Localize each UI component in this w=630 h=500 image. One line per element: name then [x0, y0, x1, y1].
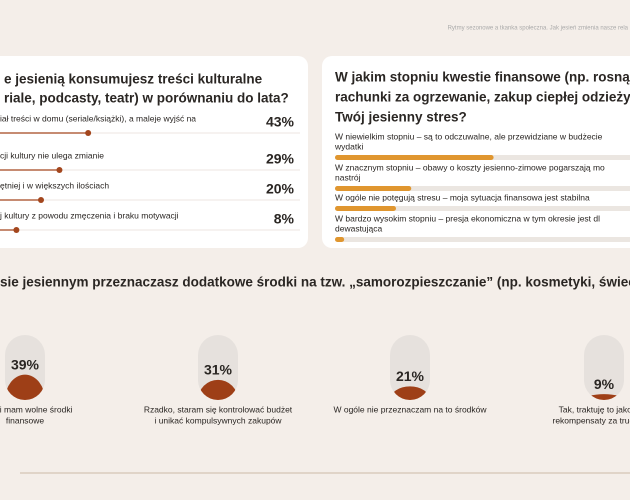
finance-card — [322, 56, 630, 248]
card-title: rachunki za ogrzewanie, zakup ciepłej od… — [335, 90, 630, 105]
card-title: e jesienią konsumujesz treści kulturalne — [4, 72, 263, 87]
pill-fill — [390, 386, 430, 400]
breadcrumb: Rytmy sezonowe a tkanka społeczna. Jak j… — [448, 26, 629, 32]
bar — [335, 155, 494, 160]
option-label: finansowe — [6, 415, 45, 425]
card-title: W jakim stopniu kwestie finansowe (np. r… — [335, 70, 630, 85]
option-label: e, jeśli mam wolne środki — [0, 404, 73, 414]
slider-dot — [38, 197, 44, 203]
pill-percent: 21% — [396, 368, 425, 384]
option-label: cji kultury nie ulega zmianie — [0, 150, 104, 160]
option-label: nastrój — [335, 172, 361, 182]
option-label: dewastująca — [335, 223, 383, 233]
option-label: j kultury z powodu zmęczenia i braku mot… — [0, 210, 179, 220]
slider-dot — [56, 167, 63, 173]
card-title: Twój jesienny stres? — [335, 110, 467, 125]
option-percent: 43% — [266, 114, 295, 130]
pill-fill — [5, 374, 45, 400]
option-percent: 29% — [266, 151, 295, 167]
option-label: W znacznym stopniu – obawy o koszty jesi… — [335, 162, 605, 172]
slider-dot — [85, 130, 92, 136]
bar-track — [335, 206, 630, 211]
option-label: W ogóle nie przeznaczam na to środków — [333, 404, 487, 414]
option-label: W ogóle nie potęgują stresu – moja sytua… — [335, 192, 590, 202]
pill-percent: 39% — [11, 356, 40, 372]
option-label: rekompensaty za trudną au — [552, 415, 630, 425]
bar — [335, 206, 396, 211]
card-title: riale, podcasty, teatr) w porównaniu do … — [4, 91, 289, 106]
bar — [335, 237, 345, 242]
option-label: W bardzo wysokim stopniu – presja ekonom… — [335, 213, 600, 223]
bar-track — [335, 237, 630, 242]
option-label: i unikać kompulsywnych zakupów — [154, 415, 282, 425]
pill — [390, 335, 430, 400]
option-label: ętniej i w większych ilościach — [0, 180, 109, 190]
section-title: sie jesiennym przeznaczasz dodatkowe śro… — [0, 275, 630, 290]
pill — [584, 335, 624, 400]
option-label: Tak, traktuję to jako kluc — [559, 404, 630, 414]
pill-percent: 31% — [204, 362, 233, 378]
bar — [335, 186, 412, 191]
pill-percent: 9% — [594, 376, 615, 392]
slider-dot — [13, 227, 20, 233]
option-label: Rzadko, staram się kontrolować budżet — [144, 404, 293, 414]
pill-fill — [198, 379, 238, 400]
option-percent: 8% — [274, 211, 295, 227]
option-label: iał treści w domu (seriale/książki), a m… — [0, 113, 196, 123]
option-label: wydatki — [334, 141, 363, 151]
pill-fill — [584, 394, 624, 400]
option-percent: 20% — [266, 181, 295, 197]
option-label: W niewielkim stopniu – są to odczuwalne,… — [335, 131, 603, 141]
